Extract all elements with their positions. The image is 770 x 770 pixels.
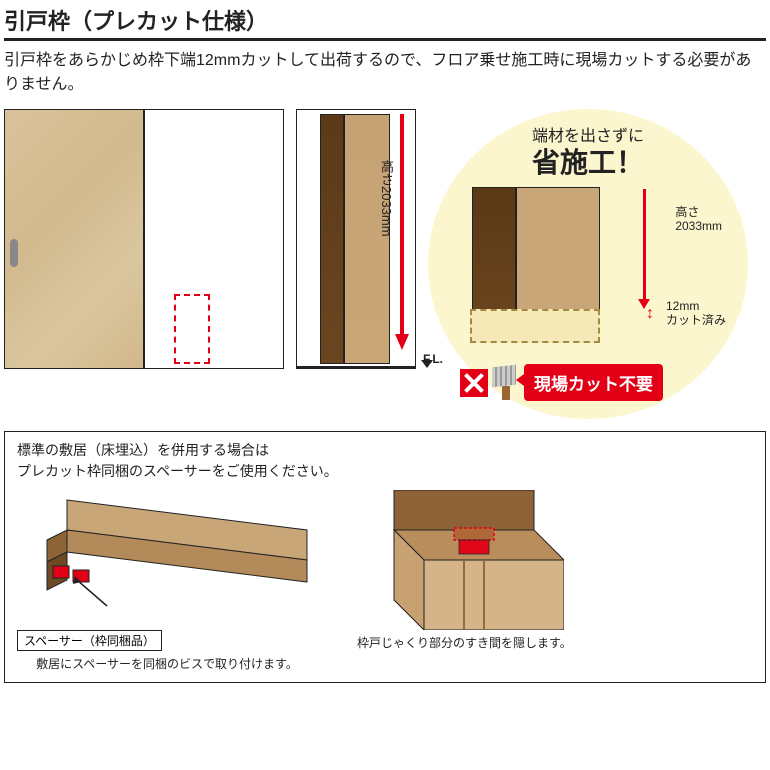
callout-bigtitle: 省施工！ bbox=[428, 146, 748, 180]
bottom-description: 標準の敷居（床埋込）を併用する場合は プレカット枠同梱のスペーサーをご使用くださ… bbox=[17, 440, 753, 482]
no-cut-speech: 現場カット不要 bbox=[524, 364, 663, 401]
x-mark-icon bbox=[460, 369, 488, 397]
callout-height-label: 高さ 2033mm bbox=[675, 205, 722, 234]
door-illustration bbox=[4, 109, 284, 369]
callout-height-arrow bbox=[638, 189, 650, 309]
updown-arrow-icon: ↕ bbox=[646, 305, 654, 323]
caption-left: 敷居にスペーサーを同梱のビスで取り付けます。 bbox=[36, 655, 298, 672]
height-arrow bbox=[395, 114, 409, 354]
highlight-dash-box bbox=[174, 294, 210, 364]
gap-illustration bbox=[364, 490, 564, 630]
cut-area bbox=[470, 309, 600, 343]
spacer-illustration bbox=[17, 490, 317, 630]
frame-diagram: 高さ2033mm F.L. bbox=[296, 109, 416, 369]
cut-label: 12mm カット済み bbox=[666, 299, 726, 328]
frame-height-label: 高さ2033mm bbox=[377, 160, 396, 237]
callout-bubble: 端材を出さずに 省施工！ 高さ 2033mm ↕ 12mm カット済み bbox=[428, 109, 748, 419]
caption-right: 枠戸じゃくり部分のすき間を隠します。 bbox=[357, 634, 572, 651]
page-title: 引戸枠（プレカット仕様） bbox=[4, 4, 766, 41]
description-text: 引戸枠をあらかじめ枠下端12mmカットして出荷するので、フロア乗せ施工時に現場カ… bbox=[4, 49, 766, 97]
spacer-tag: スペーサー（枠同梱品） bbox=[17, 630, 162, 651]
callout-pretitle: 端材を出さずに bbox=[532, 128, 644, 145]
bottom-info-box: 標準の敷居（床埋込）を併用する場合は プレカット枠同梱のスペーサーをご使用くださ… bbox=[4, 431, 766, 683]
door-handle bbox=[10, 239, 18, 267]
